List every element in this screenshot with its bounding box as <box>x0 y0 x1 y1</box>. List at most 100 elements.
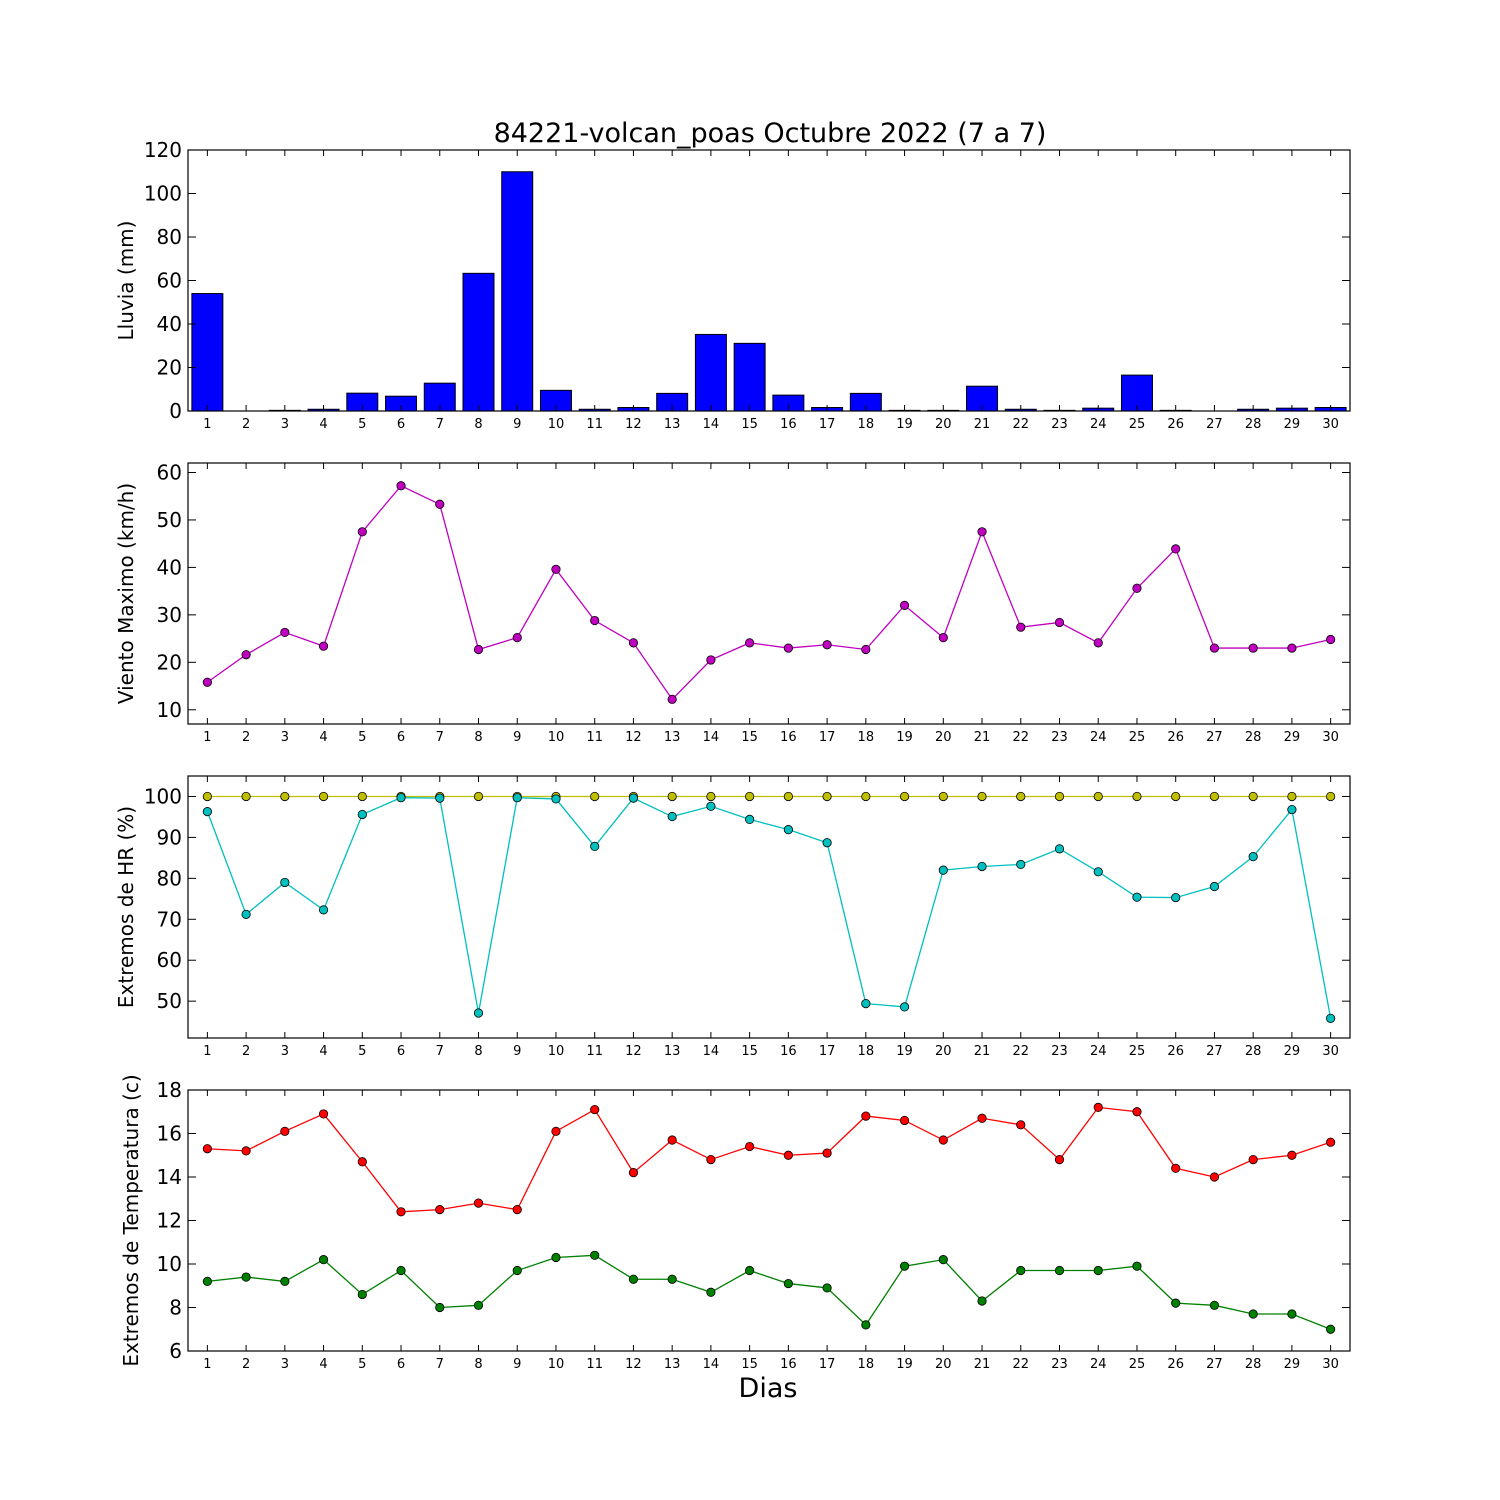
point-humedad-1-29 <box>1287 804 1297 815</box>
x-tick-label-viento-14: 14 <box>703 730 720 745</box>
point-humedad-0-4 <box>318 791 329 802</box>
x-tick-label-humedad-3: 3 <box>281 1044 289 1059</box>
point-viento-0-4 <box>318 641 329 651</box>
x-tick-label-temperatura-9: 9 <box>513 1357 521 1372</box>
point-humedad-1-25 <box>1132 892 1142 902</box>
point-humedad-1-7 <box>435 793 445 803</box>
y-axis-label-lluvia: Lluvia (mm) <box>114 221 138 341</box>
point-viento-0-23 <box>1054 617 1065 628</box>
x-tick-label-lluvia-21: 21 <box>974 417 991 432</box>
x-tick-label-humedad-10: 10 <box>548 1044 565 1059</box>
point-temperatura-1-22 <box>1016 1265 1026 1276</box>
point-humedad-1-6 <box>396 793 406 803</box>
y-tick-label-temperatura-8: 8 <box>169 1296 182 1320</box>
point-viento-0-24 <box>1093 638 1103 648</box>
x-tick-label-viento-29: 29 <box>1284 730 1301 745</box>
line-humedad-1 <box>206 797 1332 1019</box>
point-temperatura-0-13 <box>667 1135 677 1145</box>
x-tick-label-temperatura-14: 14 <box>703 1357 720 1372</box>
x-tick-label-lluvia-12: 12 <box>625 417 642 432</box>
x-tick-label-temperatura-23: 23 <box>1051 1357 1068 1372</box>
y-axis-label-humedad: Extremos de HR (%) <box>114 806 138 1008</box>
x-tick-label-humedad-28: 28 <box>1245 1044 1262 1059</box>
point-humedad-1-23 <box>1054 844 1065 854</box>
point-temperatura-0-24 <box>1093 1102 1103 1113</box>
y-tick-label-humedad-70: 70 <box>157 907 182 931</box>
x-tick-label-temperatura-19: 19 <box>896 1357 913 1372</box>
x-tick-label-viento-12: 12 <box>625 730 642 745</box>
x-tick-label-temperatura-16: 16 <box>780 1357 797 1372</box>
point-viento-0-22 <box>1016 622 1026 632</box>
x-tick-label-viento-11: 11 <box>586 730 603 745</box>
point-temperatura-1-16 <box>783 1278 793 1289</box>
x-tick-label-viento-25: 25 <box>1129 730 1146 745</box>
point-humedad-0-11 <box>590 791 600 802</box>
point-temperatura-1-26 <box>1171 1298 1181 1308</box>
point-humedad-1-21 <box>977 861 987 872</box>
x-tick-label-temperatura-30: 30 <box>1322 1357 1339 1372</box>
point-viento-0-28 <box>1248 643 1258 653</box>
x-tick-label-viento-22: 22 <box>1012 730 1029 745</box>
y-tick-label-humedad-90: 90 <box>157 825 182 849</box>
x-tick-label-viento-1: 1 <box>203 730 211 745</box>
point-humedad-1-19 <box>899 1002 910 1012</box>
point-viento-0-14 <box>706 655 716 665</box>
point-viento-0-25 <box>1132 583 1142 593</box>
point-temperatura-1-29 <box>1287 1309 1297 1319</box>
x-tick-label-viento-16: 16 <box>780 730 797 745</box>
point-viento-0-30 <box>1326 634 1336 645</box>
y-tick-label-temperatura-14: 14 <box>157 1165 182 1189</box>
x-tick-label-lluvia-4: 4 <box>319 417 327 432</box>
x-tick-label-viento-9: 9 <box>513 730 521 745</box>
point-viento-0-19 <box>899 600 910 610</box>
y-axis-label-temperatura: Extremos de Temperatura (c) <box>119 1074 143 1366</box>
point-temperatura-1-4 <box>318 1255 329 1265</box>
x-tick-label-temperatura-7: 7 <box>436 1357 444 1372</box>
axes-frame-temperatura <box>187 1089 1351 1352</box>
x-tick-label-viento-20: 20 <box>935 730 952 745</box>
x-tick-label-temperatura-18: 18 <box>858 1357 875 1372</box>
x-tick-label-humedad-24: 24 <box>1090 1044 1107 1059</box>
point-viento-0-29 <box>1287 643 1297 653</box>
y-tick-label-temperatura-6: 6 <box>169 1339 182 1363</box>
x-tick-label-humedad-13: 13 <box>664 1044 681 1059</box>
point-viento-0-2 <box>241 650 251 660</box>
y-axis-label-viento: Viento Maximo (km/h) <box>114 483 138 704</box>
x-tick-label-humedad-11: 11 <box>586 1044 603 1059</box>
point-humedad-0-29 <box>1287 791 1297 802</box>
x-tick-label-lluvia-24: 24 <box>1090 417 1107 432</box>
x-tick-label-temperatura-5: 5 <box>358 1357 366 1372</box>
point-humedad-1-10 <box>551 794 561 804</box>
x-tick-label-temperatura-1: 1 <box>203 1357 211 1372</box>
point-temperatura-1-8 <box>473 1300 484 1310</box>
point-viento-0-26 <box>1171 544 1181 554</box>
x-tick-label-lluvia-29: 29 <box>1284 417 1301 432</box>
point-temperatura-1-1 <box>202 1276 212 1287</box>
point-humedad-0-21 <box>977 791 987 802</box>
x-tick-label-humedad-1: 1 <box>203 1044 211 1059</box>
point-temperatura-0-17 <box>822 1148 832 1158</box>
point-viento-0-5 <box>357 527 367 537</box>
x-tick-label-humedad-26: 26 <box>1167 1044 1184 1059</box>
point-humedad-0-23 <box>1054 791 1065 802</box>
y-tick-label-temperatura-10: 10 <box>157 1252 182 1276</box>
point-humedad-0-17 <box>822 791 832 802</box>
x-tick-label-lluvia-26: 26 <box>1167 417 1184 432</box>
point-humedad-1-14 <box>706 801 716 811</box>
point-temperatura-0-7 <box>435 1205 445 1215</box>
x-tick-label-temperatura-20: 20 <box>935 1357 952 1372</box>
point-temperatura-1-30 <box>1326 1324 1336 1334</box>
point-temperatura-0-10 <box>551 1126 561 1136</box>
point-temperatura-0-4 <box>318 1109 329 1119</box>
x-tick-label-temperatura-22: 22 <box>1012 1357 1029 1372</box>
point-humedad-1-15 <box>745 814 755 824</box>
y-tick-label-viento-10: 10 <box>157 698 182 722</box>
point-humedad-0-19 <box>899 791 910 802</box>
x-tick-label-lluvia-8: 8 <box>474 417 482 432</box>
point-humedad-1-3 <box>280 877 290 888</box>
point-temperatura-1-7 <box>435 1302 445 1313</box>
point-temperatura-0-1 <box>202 1144 212 1154</box>
x-tick-label-humedad-4: 4 <box>319 1044 327 1059</box>
point-temperatura-0-29 <box>1287 1150 1297 1160</box>
x-tick-label-humedad-15: 15 <box>741 1044 758 1059</box>
